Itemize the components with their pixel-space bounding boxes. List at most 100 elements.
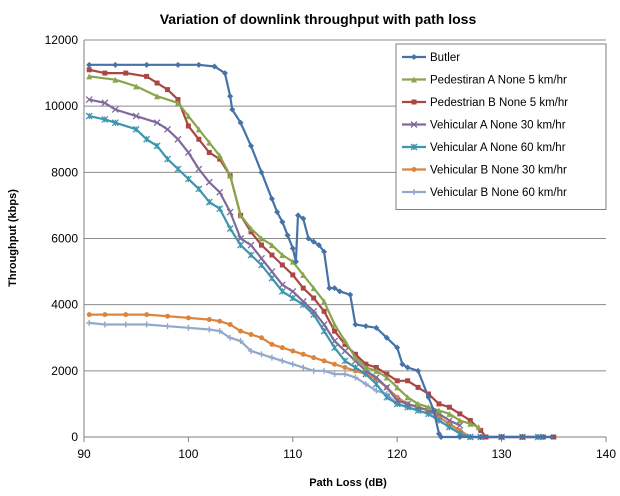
data-point	[300, 351, 306, 357]
data-point	[456, 417, 463, 424]
data-point	[229, 106, 236, 113]
y-axis-title: Throughput (kbps)	[7, 189, 19, 287]
y-tick-label: 4000	[51, 298, 78, 312]
data-point	[206, 149, 212, 155]
data-point	[331, 371, 338, 378]
data-point	[143, 61, 150, 68]
data-point	[196, 136, 202, 142]
data-point	[185, 324, 192, 331]
data-point	[86, 67, 92, 73]
data-point	[248, 229, 254, 235]
data-point	[268, 274, 276, 282]
data-point	[258, 254, 265, 262]
data-point	[211, 63, 218, 70]
data-point	[258, 169, 265, 176]
data-point	[278, 281, 286, 289]
data-point	[184, 175, 192, 183]
data-point	[132, 125, 140, 133]
data-point	[457, 411, 463, 417]
data-point	[430, 407, 437, 414]
data-point	[299, 297, 307, 305]
x-tick-label: 140	[596, 447, 616, 461]
data-point	[269, 252, 275, 258]
data-point	[227, 322, 233, 328]
data-point	[477, 434, 484, 440]
data-point	[237, 241, 245, 249]
data-point	[393, 397, 401, 405]
data-point	[311, 295, 317, 301]
data-point	[258, 351, 265, 358]
data-point	[237, 212, 244, 219]
data-point	[351, 364, 359, 371]
legend-label: Vehicular A None 30 km/hr	[430, 120, 566, 132]
data-point	[372, 380, 380, 388]
x-tick-label: 120	[387, 447, 407, 461]
data-point	[289, 245, 296, 252]
data-point	[268, 195, 275, 202]
data-point	[195, 61, 202, 68]
data-point	[332, 328, 338, 334]
data-point	[205, 198, 213, 206]
data-point	[290, 348, 296, 354]
data-point	[174, 61, 181, 68]
series-line	[89, 63, 552, 439]
data-point	[326, 285, 333, 292]
data-point	[342, 365, 348, 371]
data-point	[352, 354, 359, 361]
data-point	[227, 172, 234, 179]
data-point	[217, 156, 223, 162]
data-point	[383, 393, 391, 401]
data-point	[279, 357, 286, 364]
data-point	[258, 242, 264, 248]
y-tick-label: 8000	[51, 165, 78, 179]
data-point	[248, 142, 255, 149]
series-line	[88, 98, 461, 427]
data-point	[185, 113, 192, 120]
data-point	[123, 70, 129, 76]
legend-label: Vehicular A None 60 km/hr	[430, 142, 566, 154]
data-point	[362, 323, 369, 330]
data-point	[383, 374, 390, 381]
data-point	[404, 364, 411, 371]
data-point	[435, 407, 442, 414]
data-point	[174, 99, 181, 106]
legend-swatch-marker	[410, 121, 418, 128]
legend-item: Vehicular B None 30 km/hr	[402, 165, 567, 177]
data-point	[112, 61, 119, 68]
x-tick-label: 110	[283, 447, 302, 461]
data-point	[446, 410, 453, 417]
data-point	[292, 258, 299, 265]
legend-swatch-marker	[411, 99, 417, 105]
data-point	[320, 321, 328, 328]
data-point	[548, 434, 555, 440]
legend-swatch-marker	[410, 143, 418, 151]
data-point	[445, 423, 453, 431]
data-point	[165, 313, 171, 319]
data-point	[405, 378, 411, 384]
data-point	[144, 73, 150, 79]
data-point	[195, 165, 203, 173]
data-point	[438, 434, 445, 440]
data-point	[399, 361, 406, 368]
data-point	[394, 378, 400, 384]
data-point	[217, 318, 223, 324]
data-point	[184, 149, 192, 156]
data-point	[342, 341, 348, 347]
data-point	[290, 272, 296, 278]
data-point	[295, 212, 302, 219]
data-point	[341, 347, 349, 355]
legend-item: Pedestiran A None 5 km/hr	[402, 75, 567, 87]
data-point	[341, 357, 349, 365]
legend-box	[395, 43, 607, 210]
data-point	[226, 225, 234, 233]
data-point	[258, 235, 265, 242]
data-point	[300, 271, 307, 278]
data-point	[315, 242, 322, 249]
data-point	[111, 119, 119, 127]
data-point	[216, 188, 224, 196]
data-point	[445, 416, 453, 424]
data-point	[446, 404, 452, 410]
data-point	[112, 76, 119, 83]
data-point	[226, 208, 234, 216]
data-point	[404, 400, 412, 408]
